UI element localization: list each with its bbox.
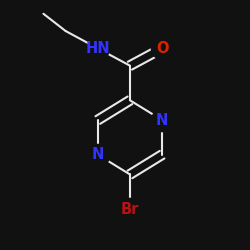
Text: HN: HN (86, 41, 110, 56)
Text: N: N (156, 112, 168, 128)
Text: Br: Br (121, 202, 139, 216)
Text: O: O (156, 41, 168, 56)
Text: N: N (92, 147, 104, 162)
